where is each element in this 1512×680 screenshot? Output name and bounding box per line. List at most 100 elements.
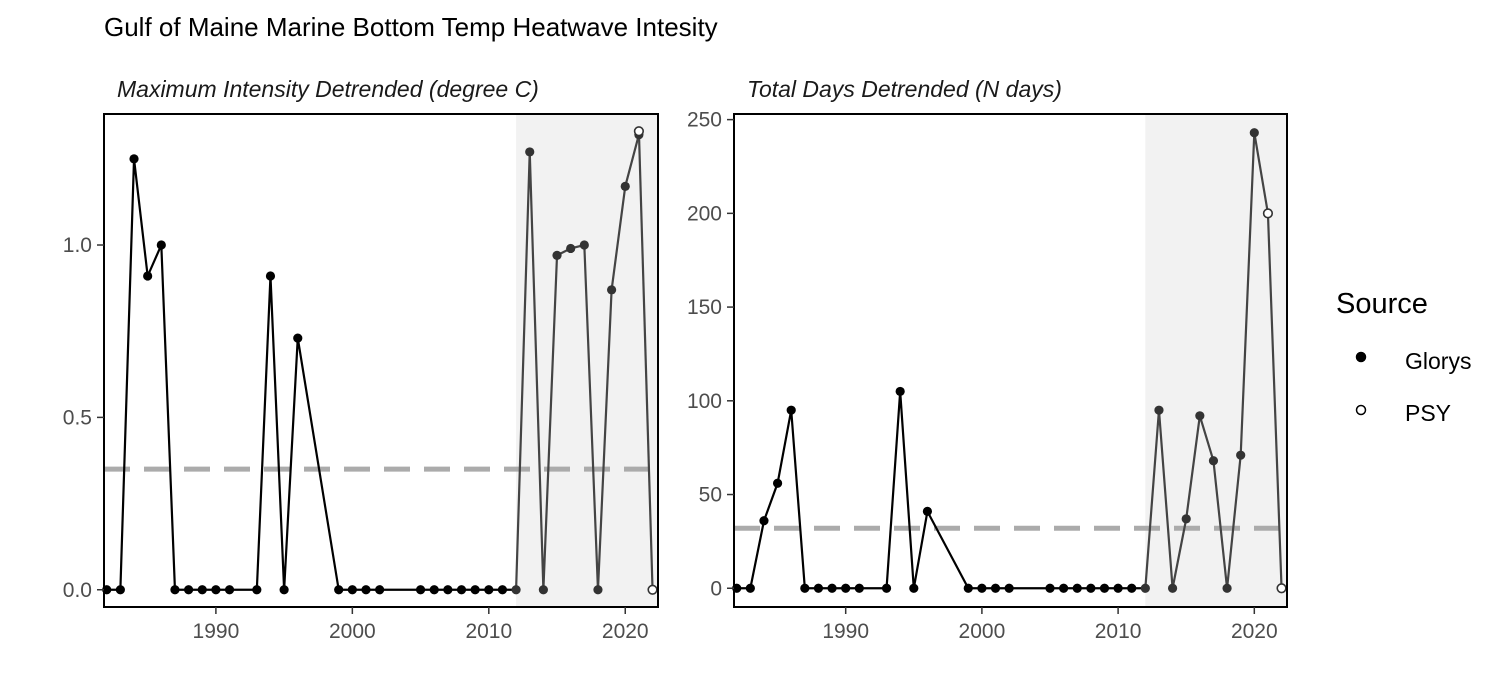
data-point-glorys [375, 585, 385, 595]
data-point-psy [633, 126, 644, 137]
data-point-glorys [854, 583, 864, 593]
data-point-glorys [895, 386, 905, 397]
data-point-glorys [786, 405, 796, 415]
y-tick-label: 50 [699, 484, 722, 507]
data-point-glorys [1127, 583, 1137, 593]
x-tick-label: 2010 [465, 620, 512, 643]
data-point-glorys [415, 585, 426, 595]
data-point-glorys [156, 240, 166, 250]
data-point-glorys [170, 585, 180, 595]
panel-border [733, 113, 1288, 608]
data-point-glorys [279, 585, 289, 595]
data-point-glorys [1181, 514, 1191, 524]
shaded-region [516, 114, 658, 607]
data-point-glorys [745, 583, 755, 593]
data-point-glorys [265, 271, 276, 281]
data-point-glorys [1222, 583, 1232, 593]
data-point-glorys [1004, 583, 1014, 593]
legend-label-psy: PSY [1405, 400, 1451, 426]
x-tick-label: 2020 [602, 620, 649, 643]
data-point-glorys [197, 585, 207, 595]
data-point-glorys [511, 585, 521, 595]
data-point-glorys [841, 583, 851, 593]
data-point-glorys [1208, 456, 1219, 466]
data-point-glorys [620, 181, 630, 191]
data-point-glorys [977, 583, 987, 593]
data-point-glorys [347, 585, 357, 595]
data-point-psy [1276, 583, 1287, 594]
data-point-glorys [1045, 583, 1055, 593]
data-point-glorys [772, 478, 783, 488]
data-point-glorys [1249, 128, 1259, 138]
y-tick-label: 100 [687, 390, 722, 413]
data-point-glorys [443, 585, 453, 595]
data-point-glorys [579, 240, 589, 250]
data-point-glorys [990, 583, 1001, 593]
data-point-glorys [293, 333, 303, 343]
data-point-glorys [1195, 411, 1205, 421]
series-line-glorys [736, 391, 1146, 590]
series-line-psy [637, 131, 654, 590]
data-point-glorys [813, 583, 824, 593]
y-tick-label: 0.0 [63, 579, 92, 602]
data-point-glorys [129, 154, 139, 164]
legend-marker-glorys [1355, 351, 1367, 363]
data-point-glorys [538, 585, 548, 595]
data-point-glorys [211, 585, 221, 595]
panel-total-days: Total Days Detrended (N days)1990 2000 201… [687, 76, 1288, 643]
y-tick-label: 0.5 [63, 406, 92, 429]
panel-max-intensity: Maximum Intensity Detrended (degree C) 19… [63, 76, 659, 643]
legend: Source Glorys PSY [1336, 288, 1471, 426]
x-tick-label: 1990 [822, 620, 869, 643]
data-point-glorys [252, 585, 262, 595]
data-point-glorys [525, 147, 535, 157]
data-point-glorys [361, 585, 371, 595]
y-tick-label: 150 [687, 296, 722, 319]
data-point-glorys [1072, 583, 1082, 593]
data-point-glorys [1099, 583, 1110, 593]
legend-title: Source [1336, 288, 1428, 320]
data-point-glorys [881, 583, 892, 593]
data-point-glorys [593, 585, 603, 595]
data-point-glorys [827, 583, 837, 593]
data-point-glorys [184, 585, 194, 595]
data-point-glorys [497, 585, 508, 595]
data-point-glorys [429, 585, 439, 595]
x-tick-label: 2000 [959, 620, 1006, 643]
data-point-glorys [1086, 583, 1096, 593]
data-point-glorys [759, 516, 769, 526]
y-tick-label: 250 [687, 109, 722, 132]
x-tick-label: 2020 [1231, 620, 1278, 643]
series-line-glorys [106, 158, 517, 591]
panel-border [103, 113, 659, 608]
data-point-psy [1262, 208, 1274, 219]
data-point-glorys [334, 585, 344, 595]
y-tick-label: 1.0 [63, 234, 92, 257]
panel-title: Maximum Intensity Detrended (degree C) [117, 76, 539, 102]
data-point-glorys [963, 583, 973, 593]
data-point-glorys [484, 585, 494, 595]
data-point-glorys [456, 585, 467, 595]
data-point-glorys [115, 585, 125, 595]
y-tick-label: 200 [687, 202, 722, 225]
y-tick-label: 0 [710, 577, 722, 600]
panel-title: Total Days Detrended (N days) [747, 76, 1062, 102]
x-tick-label: 2010 [1095, 620, 1142, 643]
data-point-glorys [470, 585, 480, 595]
data-point-glorys [1140, 583, 1150, 593]
shaded-region [1145, 114, 1287, 607]
series-line-glorys-recent [514, 134, 640, 590]
data-point-glorys [1167, 583, 1178, 593]
data-point-glorys [1154, 405, 1164, 415]
x-tick-label: 2000 [329, 620, 376, 643]
chart-title: Gulf of Maine Marine Bottom Temp Heatwav… [104, 12, 718, 42]
data-point-glorys [922, 506, 933, 516]
legend-marker-psy [1355, 404, 1367, 416]
data-point-glorys [552, 250, 562, 260]
data-point-psy [647, 584, 658, 595]
x-tick-label: 1990 [193, 620, 240, 643]
data-point-glorys [224, 585, 235, 595]
data-point-glorys [1113, 583, 1123, 593]
data-point-glorys [143, 271, 153, 281]
